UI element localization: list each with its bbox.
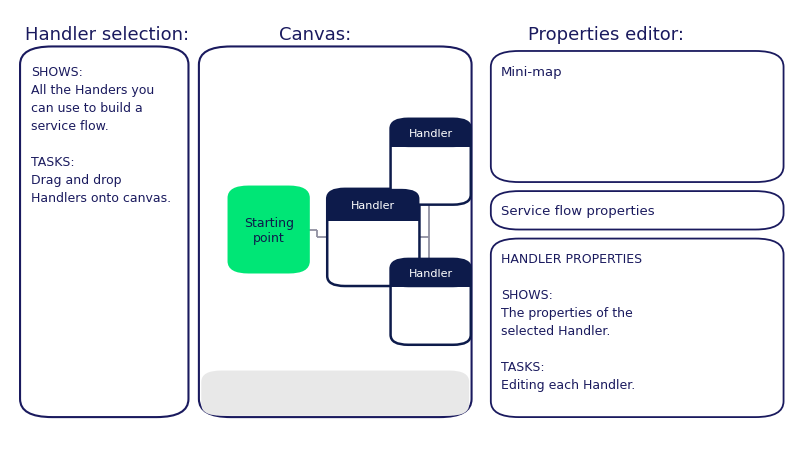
FancyBboxPatch shape (391, 272, 471, 288)
FancyBboxPatch shape (20, 47, 188, 417)
FancyBboxPatch shape (391, 120, 471, 148)
FancyBboxPatch shape (327, 189, 419, 286)
Text: HANDLER PROPERTIES

SHOWS:
The properties of the
selected Handler.

TASKS:
Editi: HANDLER PROPERTIES SHOWS: The properties… (501, 253, 642, 391)
FancyBboxPatch shape (391, 259, 471, 288)
Text: Handler selection:: Handler selection: (26, 26, 189, 44)
Text: Handler: Handler (408, 129, 453, 138)
FancyBboxPatch shape (491, 52, 784, 183)
FancyBboxPatch shape (491, 192, 784, 230)
Text: Mini-map: Mini-map (501, 65, 563, 78)
FancyBboxPatch shape (391, 259, 471, 345)
FancyBboxPatch shape (391, 132, 471, 148)
FancyBboxPatch shape (327, 189, 419, 221)
Text: Canvas:: Canvas: (279, 26, 351, 44)
Text: Starting
point: Starting point (244, 216, 294, 244)
FancyBboxPatch shape (327, 204, 419, 221)
Text: Properties editor:: Properties editor: (529, 26, 684, 44)
Text: Handler: Handler (351, 200, 395, 211)
FancyBboxPatch shape (199, 47, 472, 417)
Text: SHOWS:
All the Handers you
can use to build a
service flow.

TASKS:
Drag and dro: SHOWS: All the Handers you can use to bu… (31, 65, 172, 204)
Text: Service flow properties: Service flow properties (501, 204, 655, 217)
FancyBboxPatch shape (201, 371, 469, 416)
FancyBboxPatch shape (229, 187, 309, 273)
FancyBboxPatch shape (491, 239, 784, 417)
FancyBboxPatch shape (391, 120, 471, 205)
Text: Handler: Handler (408, 268, 453, 278)
